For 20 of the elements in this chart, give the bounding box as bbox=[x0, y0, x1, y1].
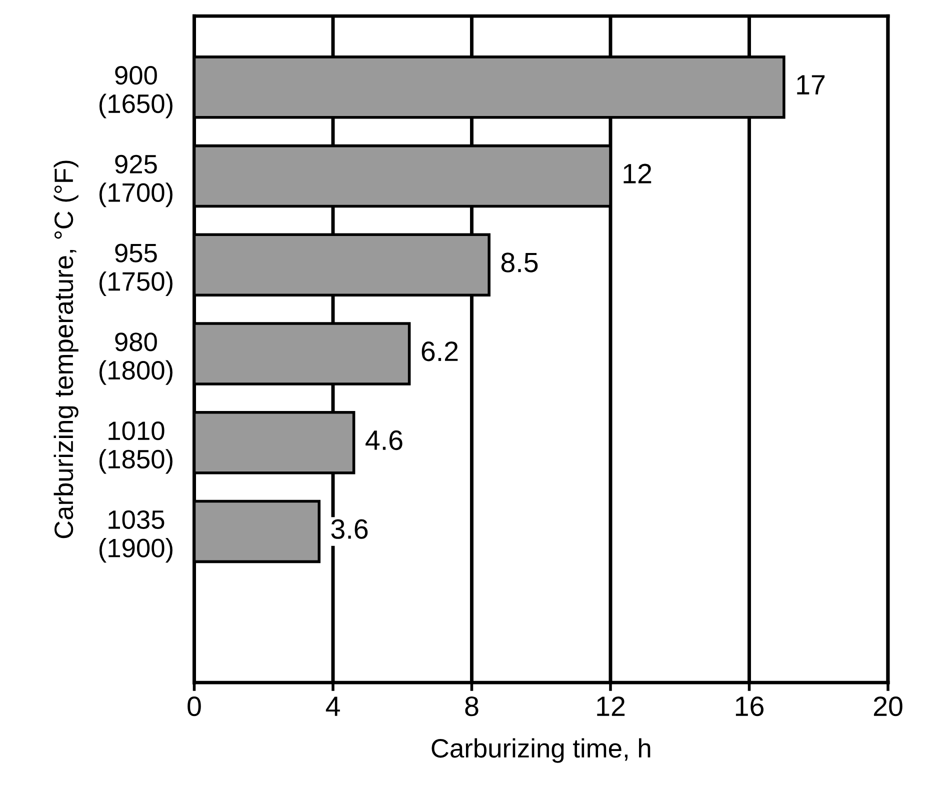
data-label: 17 bbox=[797, 75, 825, 94]
x-tick-label: 12 bbox=[597, 696, 625, 716]
data-label: 3.6 bbox=[331, 519, 368, 539]
y-tick-label: 955 (1750) bbox=[99, 244, 172, 296]
y-tick-label: 1010 (1850) bbox=[99, 421, 172, 474]
x-tick-label: 16 bbox=[736, 696, 764, 716]
data-label: 4.6 bbox=[366, 430, 402, 450]
x-tick-label: 4 bbox=[326, 696, 340, 716]
y-tick-label: 980 (1800) bbox=[99, 332, 172, 385]
x-axis-title: Carburizing time, h bbox=[432, 738, 650, 763]
x-tick-label: 20 bbox=[874, 696, 902, 716]
data-label: 6.2 bbox=[422, 342, 458, 362]
data-label: 12 bbox=[624, 164, 652, 184]
y-axis-title: Carburizing temperature, °C (°F) bbox=[54, 160, 78, 538]
data-label: 8.5 bbox=[501, 252, 538, 272]
y-tick-label: 1035 (1900) bbox=[99, 510, 172, 563]
x-tick-label: 8 bbox=[465, 696, 478, 716]
y-tick-label: 900 (1650) bbox=[99, 66, 172, 118]
y-tick-label: 925 (1700) bbox=[99, 154, 172, 208]
x-tick-label: 0 bbox=[188, 696, 201, 716]
